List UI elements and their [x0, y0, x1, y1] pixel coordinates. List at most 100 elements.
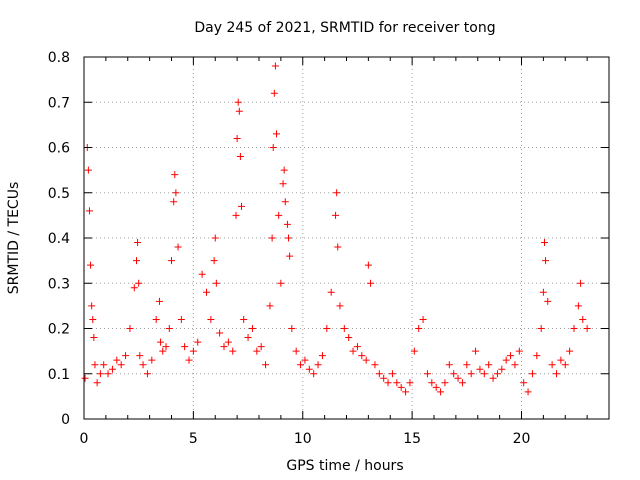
data-point: [570, 325, 578, 332]
data-point: [423, 370, 431, 378]
data-point: [450, 370, 458, 378]
data-point: [493, 370, 501, 378]
data-point: [489, 374, 497, 382]
y-tick-label: 0.5: [48, 186, 70, 202]
data-point: [270, 89, 278, 97]
data-point: [277, 279, 285, 287]
y-axis-title: SRMTID / TECUs: [6, 182, 22, 295]
data-point: [224, 338, 232, 346]
data-point: [367, 279, 375, 287]
data-point: [511, 361, 519, 369]
data-point: [220, 343, 228, 351]
data-point: [507, 352, 515, 360]
x-tick-label: 5: [189, 431, 198, 447]
data-point: [171, 171, 179, 179]
data-point: [229, 347, 237, 355]
data-point: [301, 356, 309, 364]
chart-title: Day 245 of 2021, SRMTID for receiver ton…: [194, 20, 495, 36]
data-point: [318, 352, 326, 360]
data-point: [135, 279, 143, 287]
data-point: [520, 379, 528, 387]
data-point: [583, 325, 591, 332]
data-point: [148, 356, 156, 364]
data-point: [310, 370, 318, 378]
data-point: [133, 257, 140, 265]
y-tick-label: 0.1: [48, 367, 70, 383]
data-point: [143, 370, 151, 378]
data-point: [384, 379, 392, 387]
data-point: [472, 347, 480, 355]
data-point: [236, 153, 244, 161]
y-tick-label: 0.6: [48, 141, 70, 157]
data-point: [437, 388, 445, 396]
data-point: [349, 347, 357, 355]
y-tick-label: 0.3: [48, 276, 70, 292]
data-point: [244, 334, 252, 342]
data-point: [574, 302, 582, 310]
data-point: [388, 370, 396, 378]
data-point: [454, 374, 462, 382]
data-point: [240, 315, 248, 323]
data-point: [216, 329, 224, 337]
x-tick-label: 20: [513, 431, 531, 447]
data-point: [269, 144, 277, 151]
x-tick-label: 15: [403, 431, 421, 447]
data-point: [579, 315, 587, 323]
data-point: [235, 107, 243, 115]
data-point: [262, 361, 270, 369]
data-point: [280, 166, 288, 174]
data-point: [177, 315, 185, 323]
data-point: [419, 315, 427, 323]
data-point: [314, 361, 322, 369]
data-point: [155, 297, 163, 305]
data-point: [533, 352, 541, 360]
data-point: [130, 284, 138, 292]
data-point: [93, 379, 101, 387]
data-point: [402, 388, 410, 396]
data-point: [168, 257, 175, 265]
data-point: [136, 352, 144, 360]
data-point: [90, 334, 98, 342]
data-point: [185, 356, 193, 364]
data-point: [273, 130, 280, 138]
data-point: [305, 365, 313, 373]
data-point: [210, 257, 218, 265]
data-point: [432, 383, 440, 391]
x-axis-title: GPS time / hours: [286, 458, 403, 474]
grid: [84, 57, 609, 419]
y-tick-label: 0.7: [48, 95, 70, 111]
data-point: [89, 315, 97, 323]
data-point: [410, 347, 418, 355]
data-point: [165, 325, 173, 332]
data-point: [393, 379, 401, 387]
plot-frame: [83, 56, 610, 420]
data-point: [345, 334, 353, 342]
axis-ticks: [83, 56, 609, 420]
data-point: [334, 243, 342, 251]
data-point: [108, 365, 116, 373]
data-point: [458, 379, 466, 387]
data-point: [364, 261, 372, 269]
data-point: [445, 361, 453, 369]
data-point: [480, 370, 488, 378]
data-point: [540, 239, 548, 247]
data-point: [485, 361, 493, 369]
data-point: [544, 297, 552, 305]
data-point: [406, 379, 414, 387]
data-point: [281, 198, 289, 206]
data-point: [211, 234, 219, 242]
data-point: [170, 198, 178, 206]
data-point: [539, 288, 547, 296]
data-point: [194, 338, 202, 346]
data-point: [353, 343, 361, 351]
data-point: [515, 347, 523, 355]
data-point: [271, 62, 279, 70]
y-tick-label: 0.8: [48, 50, 70, 66]
data-point: [266, 302, 274, 310]
y-tick-label: 0.4: [48, 231, 70, 247]
data-point: [104, 370, 112, 378]
x-tick-label: 0: [80, 431, 89, 447]
data-point: [122, 352, 130, 360]
data-point: [286, 252, 294, 260]
data-point: [323, 325, 331, 332]
